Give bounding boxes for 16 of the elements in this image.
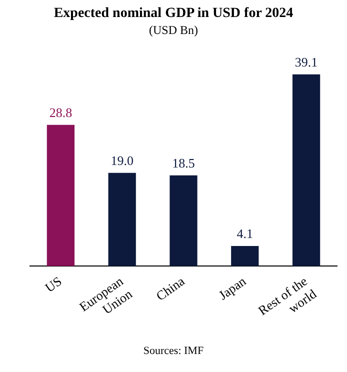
data-label: 19.0 [110, 152, 134, 168]
bar [46, 124, 75, 266]
source-note: Sources: IMF [142, 345, 205, 357]
data-label: 39.1 [294, 54, 318, 70]
bar [170, 175, 198, 266]
data-label: 18.5 [172, 155, 195, 170]
data-label: 28.8 [49, 104, 72, 120]
bar [292, 74, 320, 266]
bar [108, 172, 136, 266]
chart-title: Expected nominal GDP in USD for 2024 [52, 6, 294, 22]
x-tick-label: US [42, 273, 64, 296]
bar [231, 246, 259, 266]
x-tick-label: China [153, 273, 188, 304]
chart-subtitle: (USD Bn) [148, 23, 199, 38]
data-label: 4.1 [236, 226, 254, 241]
x-tick-label: Japan [216, 273, 249, 303]
